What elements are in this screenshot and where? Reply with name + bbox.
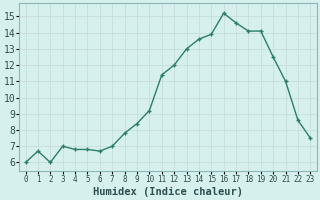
X-axis label: Humidex (Indice chaleur): Humidex (Indice chaleur): [93, 186, 243, 197]
